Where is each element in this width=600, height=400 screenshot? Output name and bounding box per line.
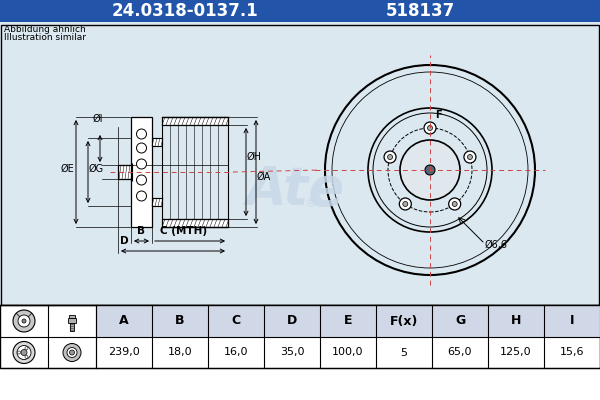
Text: Ø6,6: Ø6,6 bbox=[485, 240, 508, 250]
Text: B: B bbox=[137, 226, 146, 236]
Text: 5: 5 bbox=[401, 348, 407, 358]
Circle shape bbox=[400, 198, 412, 210]
Circle shape bbox=[464, 151, 476, 163]
Text: G: G bbox=[455, 314, 465, 328]
Text: 239,0: 239,0 bbox=[108, 348, 140, 358]
Text: 18,0: 18,0 bbox=[167, 348, 193, 358]
Bar bbox=[69, 315, 75, 318]
Circle shape bbox=[22, 319, 26, 323]
Text: D: D bbox=[287, 314, 297, 328]
Text: B: B bbox=[175, 314, 185, 328]
Text: Illustration similar: Illustration similar bbox=[4, 32, 86, 42]
Bar bbox=[70, 323, 74, 331]
Circle shape bbox=[137, 191, 146, 201]
Text: ØI: ØI bbox=[93, 114, 103, 124]
Circle shape bbox=[17, 351, 20, 354]
Text: 125,0: 125,0 bbox=[500, 348, 532, 358]
Bar bbox=[152, 198, 162, 206]
Circle shape bbox=[400, 140, 460, 200]
Text: ØA: ØA bbox=[257, 172, 271, 182]
Circle shape bbox=[467, 154, 472, 160]
Text: F(x): F(x) bbox=[390, 314, 418, 328]
Text: Ate: Ate bbox=[245, 164, 344, 216]
Text: ®: ® bbox=[304, 198, 316, 210]
Circle shape bbox=[25, 347, 28, 350]
Circle shape bbox=[137, 159, 146, 169]
Circle shape bbox=[388, 154, 392, 160]
Circle shape bbox=[384, 151, 396, 163]
Circle shape bbox=[137, 175, 146, 185]
Bar bbox=[0, 22, 600, 305]
Text: H: H bbox=[511, 314, 521, 328]
Text: 100,0: 100,0 bbox=[332, 348, 364, 358]
Bar bbox=[0, 305, 600, 368]
Text: I: I bbox=[570, 314, 574, 328]
Text: 518137: 518137 bbox=[385, 2, 455, 20]
Text: E: E bbox=[344, 314, 352, 328]
Circle shape bbox=[137, 129, 146, 139]
Bar bbox=[118, 165, 132, 179]
Text: ØH: ØH bbox=[247, 152, 262, 162]
Circle shape bbox=[18, 315, 30, 327]
Bar bbox=[131, 117, 152, 227]
Bar bbox=[0, 0, 600, 22]
Circle shape bbox=[13, 342, 35, 364]
Text: ØE: ØE bbox=[60, 164, 74, 174]
Text: F: F bbox=[435, 110, 442, 120]
Circle shape bbox=[13, 310, 35, 332]
Text: Abbildung ähnlich: Abbildung ähnlich bbox=[4, 24, 86, 34]
Text: 15,6: 15,6 bbox=[560, 348, 584, 358]
Text: 24.0318-0137.1: 24.0318-0137.1 bbox=[112, 2, 259, 20]
Text: D: D bbox=[120, 236, 128, 246]
Bar bbox=[162, 117, 228, 125]
Circle shape bbox=[137, 143, 146, 153]
Circle shape bbox=[425, 165, 435, 175]
Text: ØG: ØG bbox=[89, 164, 104, 174]
Circle shape bbox=[424, 122, 436, 134]
Text: C (MTH): C (MTH) bbox=[160, 226, 207, 236]
Bar bbox=[1, 25, 599, 305]
Circle shape bbox=[25, 355, 28, 358]
Circle shape bbox=[427, 126, 433, 130]
Circle shape bbox=[21, 350, 27, 356]
Text: 65,0: 65,0 bbox=[448, 348, 472, 358]
Text: A: A bbox=[119, 314, 129, 328]
Circle shape bbox=[63, 344, 81, 362]
Bar bbox=[68, 318, 76, 323]
Bar bbox=[162, 219, 228, 227]
Circle shape bbox=[17, 346, 31, 360]
Circle shape bbox=[67, 348, 77, 358]
Circle shape bbox=[449, 198, 461, 210]
Bar bbox=[0, 305, 600, 368]
Bar bbox=[152, 138, 162, 146]
Text: 35,0: 35,0 bbox=[280, 348, 304, 358]
Circle shape bbox=[452, 202, 457, 206]
Text: C: C bbox=[232, 314, 241, 328]
Circle shape bbox=[403, 202, 408, 206]
Text: 16,0: 16,0 bbox=[224, 348, 248, 358]
Bar bbox=[96, 305, 600, 337]
Circle shape bbox=[70, 350, 74, 355]
